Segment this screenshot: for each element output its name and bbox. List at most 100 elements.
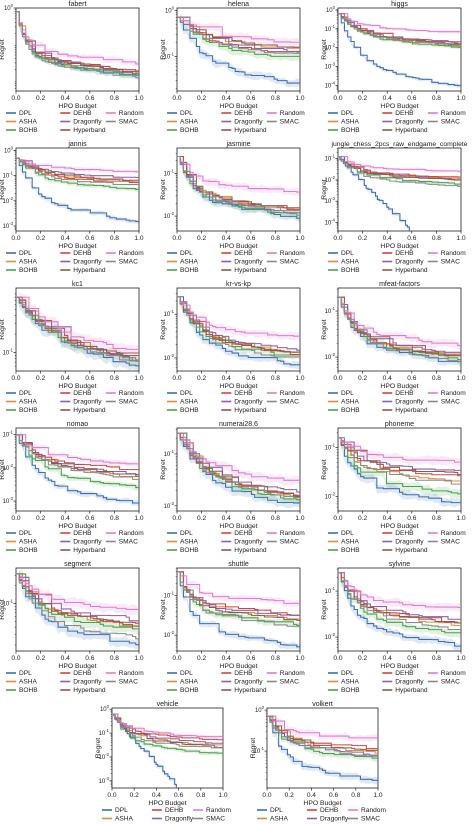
x-tick-label: 0.6 <box>246 95 255 102</box>
x-tick-label: 1.0 <box>295 375 304 382</box>
x-tick-label: 0.6 <box>85 95 94 102</box>
subplot-sylvine: sylvine 0.0 0.2 0.4 0.6 0.8 1.0 HPO Budget 10-1 1… <box>321 561 466 694</box>
legend-label-hyperband: Hyperband <box>395 687 428 694</box>
legend-label-hyperband: Hyperband <box>395 547 428 554</box>
x-axis-label: HPO Budget <box>219 243 257 250</box>
x-tick-label: 0.4 <box>383 95 392 102</box>
x-tick-label: 1.0 <box>295 235 304 242</box>
series-hyperband <box>112 713 223 748</box>
legend-label-random: Random <box>280 530 305 537</box>
subplot-jasmine: jasmine 0.0 0.2 0.4 0.6 0.8 1.0 HPO Budget 10-1 1… <box>160 141 305 274</box>
x-tick-label: 0.8 <box>351 792 360 799</box>
x-tick-label: 0.4 <box>61 655 70 662</box>
legend-label-asha: ASHA <box>19 119 38 126</box>
legend-label-bohb: BOHB <box>180 127 199 134</box>
legend-label-dragonfly: Dragonfly <box>234 539 263 546</box>
x-axis-label: HPO Budget <box>380 523 418 530</box>
legend-label-random: Random <box>441 110 466 117</box>
series-smac <box>16 11 139 79</box>
x-tick-label: 1.0 <box>134 375 143 382</box>
legend-label-dpl: DPL <box>19 390 32 397</box>
legend-label-dehb: DEHB <box>73 110 92 117</box>
axes-frame <box>337 7 462 92</box>
series-random <box>16 296 139 350</box>
legend-label-asha: ASHA <box>180 539 199 546</box>
series-dehb <box>338 437 461 477</box>
legend-label-dpl: DPL <box>180 110 193 117</box>
x-tick-label: 0.6 <box>85 375 94 382</box>
legend-label-hyperband: Hyperband <box>234 407 267 414</box>
x-tick-label: 0.0 <box>11 235 20 242</box>
x-tick-label: 1.0 <box>134 655 143 662</box>
subplot-title: volkert <box>312 701 333 708</box>
legend-label-dragonfly: Dragonfly <box>395 399 424 406</box>
legend-label-dragonfly: Dragonfly <box>395 679 424 686</box>
x-tick-label: 0.2 <box>36 235 45 242</box>
legend-label-bohb: BOHB <box>19 547 38 554</box>
y-tick-label: 10-1 <box>254 746 265 755</box>
y-tick-label: 10-2 <box>164 353 175 362</box>
y-tick-label: 10-3 <box>99 776 110 785</box>
legend: DPLDEHBRandomASHADragonflySMACBOHBHyperb… <box>102 807 231 823</box>
y-axis-label: Regret <box>321 459 328 480</box>
legend-label-random: Random <box>206 807 231 814</box>
x-tick-label: 0.4 <box>222 655 231 662</box>
y-tick-label: 10-2 <box>325 175 336 184</box>
legend-label-bohb: BOHB <box>180 407 199 414</box>
x-tick-label: 0.4 <box>222 375 231 382</box>
legend-label-smac: SMAC <box>280 399 299 406</box>
legend-label-smac: SMAC <box>441 259 460 266</box>
y-tick-label: 10-1 <box>325 24 336 33</box>
x-tick-label: 0.2 <box>36 95 45 102</box>
x-axis-label: HPO Budget <box>303 800 341 807</box>
axes-frame <box>176 7 301 92</box>
x-tick-label: 0.2 <box>197 375 206 382</box>
band-random <box>269 715 378 743</box>
band-dpl <box>341 440 461 508</box>
x-axis-label: HPO Budget <box>219 103 257 110</box>
legend-label-dehb: DEHB <box>234 390 253 397</box>
series-smac <box>338 572 461 631</box>
subplot-numerai28.6: numerai28.6 0.0 0.2 0.4 0.6 0.8 1.0 HPO Budget 1… <box>160 421 305 554</box>
x-tick-label: 0.6 <box>407 515 416 522</box>
legend-label-random: Random <box>441 250 466 257</box>
series-dragonfly <box>177 296 300 351</box>
series-dehb <box>267 715 378 750</box>
series-smac <box>267 715 378 757</box>
series-hyperband <box>16 157 139 181</box>
y-tick-label: 100 <box>326 5 336 14</box>
x-tick-label: 0.0 <box>262 792 271 799</box>
x-tick-label: 1.0 <box>134 515 143 522</box>
x-axis-label: HPO Budget <box>58 663 96 670</box>
series-dragonfly <box>338 13 461 45</box>
series-smac <box>16 157 139 186</box>
legend-label-bohb: BOHB <box>180 267 199 274</box>
legend-label-dehb: DEHB <box>395 250 414 257</box>
legend-label-hyperband: Hyperband <box>73 407 106 414</box>
y-tick-label: 100 <box>165 5 175 14</box>
y-tick-label: 10-2 <box>164 211 175 220</box>
band-dpl <box>180 436 300 508</box>
y-tick-label: 10-2 <box>325 491 336 500</box>
legend-label-dragonfly: Dragonfly <box>73 259 102 266</box>
series-hyperband <box>267 715 378 751</box>
series-dpl <box>16 434 139 504</box>
x-tick-label: 1.0 <box>456 515 465 522</box>
axes-frame <box>176 567 301 652</box>
subplot-fabert: fabert 0.0 0.2 0.4 0.6 0.8 1.0 HPO Budget 100 Reg… <box>0 1 144 134</box>
series-random <box>16 157 139 173</box>
x-tick-label: 1.0 <box>456 655 465 662</box>
y-tick-label: 10-1 <box>164 169 175 178</box>
series-group <box>338 154 461 231</box>
series-random <box>338 155 461 172</box>
legend-label-dpl: DPL <box>115 807 128 814</box>
x-tick-label: 0.0 <box>333 375 342 382</box>
legend-label-bohb: BOHB <box>180 547 199 554</box>
legend-label-asha: ASHA <box>270 816 289 823</box>
subplot-title: nomao <box>67 421 89 428</box>
legend-label-dpl: DPL <box>180 250 193 257</box>
legend-label-random: Random <box>441 390 466 397</box>
legend-label-asha: ASHA <box>180 119 199 126</box>
x-tick-label: 0.0 <box>333 515 342 522</box>
